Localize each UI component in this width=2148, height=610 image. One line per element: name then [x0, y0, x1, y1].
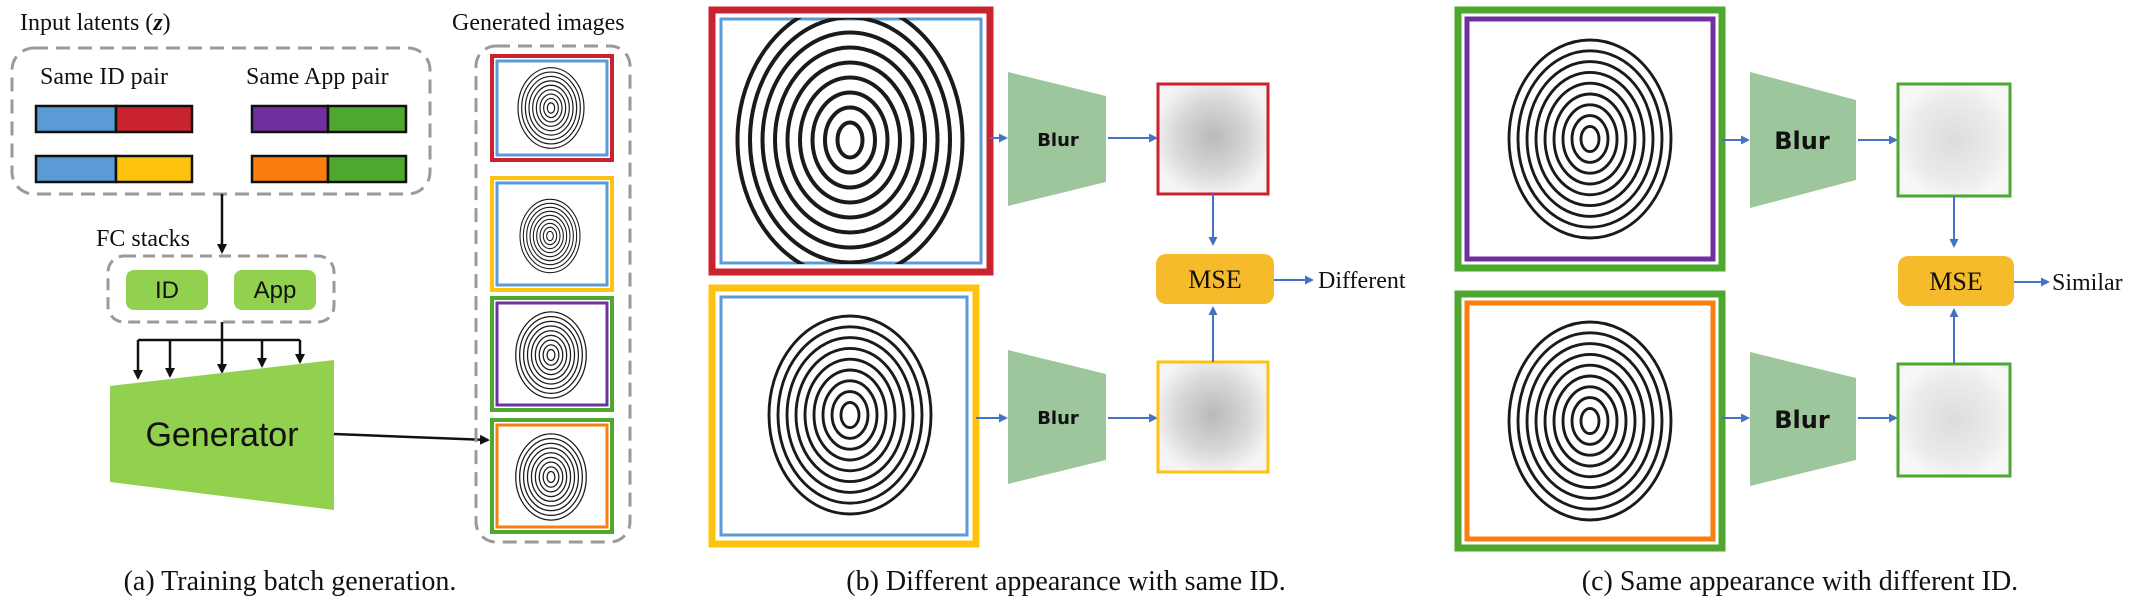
fingerprint-b-bottom [708, 284, 980, 548]
mse-c-block [1898, 256, 2014, 306]
result-b-label: Different [1318, 268, 1406, 294]
panel-c: Blur Blur MSE Similar (c) Same appearanc… [1454, 6, 2123, 597]
blur-c-bottom-label: Blur [1774, 406, 1830, 434]
panel-a: Input latents (z) Same ID pair Same App … [10, 10, 632, 597]
caption-c: (c) Same appearance with different ID. [1582, 566, 2018, 597]
mse-c-label: MSE [1929, 267, 1982, 296]
same-id-latent-1 [34, 104, 194, 134]
blurred-b-top [1156, 82, 1270, 196]
fc-app-block [234, 270, 316, 310]
result-c-label: Similar [2052, 270, 2123, 296]
blur-b-bottom [1008, 350, 1106, 484]
fc-app-label: App [254, 277, 297, 304]
blurred-b-bottom [1156, 360, 1270, 474]
same-app-latent-1 [250, 104, 408, 134]
mse-b-block [1156, 254, 1274, 304]
fc-id-label: ID [155, 277, 179, 304]
same-id-pair-label: Same ID pair [40, 64, 168, 90]
same-app-pair-label: Same App pair [246, 64, 389, 90]
mse-b-label: MSE [1188, 265, 1241, 294]
input-latents-label: Input latents (z) [20, 10, 171, 36]
panel-b: Blur Blur MSE Different (b) Different ap… [708, 6, 1406, 597]
same-app-latent-2 [250, 154, 408, 184]
fc-stacks-box [106, 254, 336, 324]
fc-to-generator-arrows [133, 322, 305, 380]
fingerprint-c-top [1454, 6, 1726, 272]
blur-c-bottom [1750, 352, 1856, 486]
generated-image-4 [490, 418, 614, 534]
fc-stacks-label: FC stacks [96, 226, 190, 252]
caption-a: (a) Training batch generation. [124, 566, 457, 597]
blur-b-bottom-label: Blur [1037, 408, 1079, 429]
generator-label: Generator [145, 416, 298, 454]
fc-id-block [126, 270, 208, 310]
generated-images-box [474, 44, 632, 544]
same-id-latent-2 [34, 154, 194, 184]
blurred-c-top [1896, 82, 2012, 198]
blur-b-top-label: Blur [1037, 130, 1079, 151]
blur-c-top [1750, 72, 1856, 208]
blur-c-top-label: Blur [1774, 127, 1830, 155]
generated-image-1 [490, 54, 614, 162]
generated-image-3 [490, 296, 614, 412]
blur-b-top [1008, 72, 1106, 206]
caption-b: (b) Different appearance with same ID. [846, 566, 1286, 597]
fingerprint-c-bottom [1454, 290, 1726, 552]
generator-to-images-arrow [333, 432, 490, 445]
blurred-c-bottom [1896, 362, 2012, 478]
generator-block [110, 360, 334, 510]
generated-images-label: Generated images [452, 10, 625, 36]
generated-image-2 [490, 176, 614, 292]
fingerprint-b-top [708, 6, 994, 276]
